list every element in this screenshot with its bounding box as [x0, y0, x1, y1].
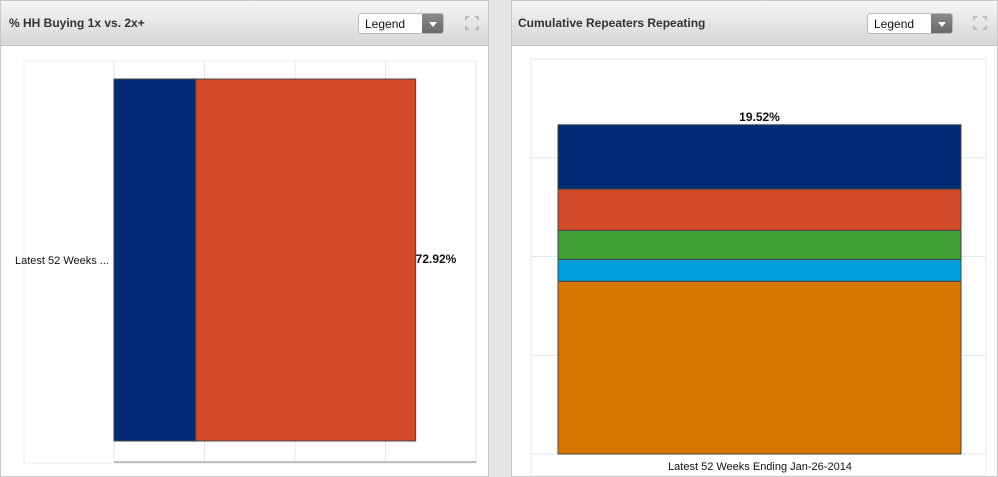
category-label: Latest 52 Weeks Ending Jan-26-2014	[668, 461, 852, 473]
dropdown-label: Legend	[874, 17, 915, 31]
expand-icon[interactable]	[464, 15, 480, 31]
bar-segment	[557, 280, 962, 455]
value-label: 19.52%	[739, 110, 780, 124]
bar-segment	[557, 229, 962, 260]
bar-segment	[113, 78, 197, 442]
legend-dropdown[interactable]: Legend	[358, 13, 444, 34]
chart: Latest 52 Weeks ...27.08%72.92%	[15, 60, 477, 464]
panel-title: % HH Buying 1x vs. 2x+	[9, 16, 145, 30]
bar-segment	[195, 78, 417, 442]
category-label: Latest 52 Weeks ...	[15, 255, 109, 267]
chart: Latest 52 Weeks Ending Jan-26-201452.49%…	[530, 58, 987, 476]
bar-segment	[557, 258, 962, 282]
panel-header: % HH Buying 1x vs. 2x+ Legend	[1, 1, 488, 46]
bar-segment	[557, 124, 962, 190]
panel: % HH Buying 1x vs. 2x+ Legend Latest 52 …	[0, 0, 489, 477]
panel-header: Cumulative Repeaters Repeating Legend	[512, 1, 997, 46]
dropdown-label: Legend	[365, 17, 406, 31]
value-label: 72.92%	[416, 252, 457, 266]
expand-icon[interactable]	[972, 15, 988, 31]
legend-dropdown[interactable]: Legend	[867, 13, 953, 34]
panel-title: Cumulative Repeaters Repeating	[518, 16, 706, 30]
bar-segment	[557, 188, 962, 231]
panel: Cumulative Repeaters Repeating Legend La…	[511, 0, 998, 477]
